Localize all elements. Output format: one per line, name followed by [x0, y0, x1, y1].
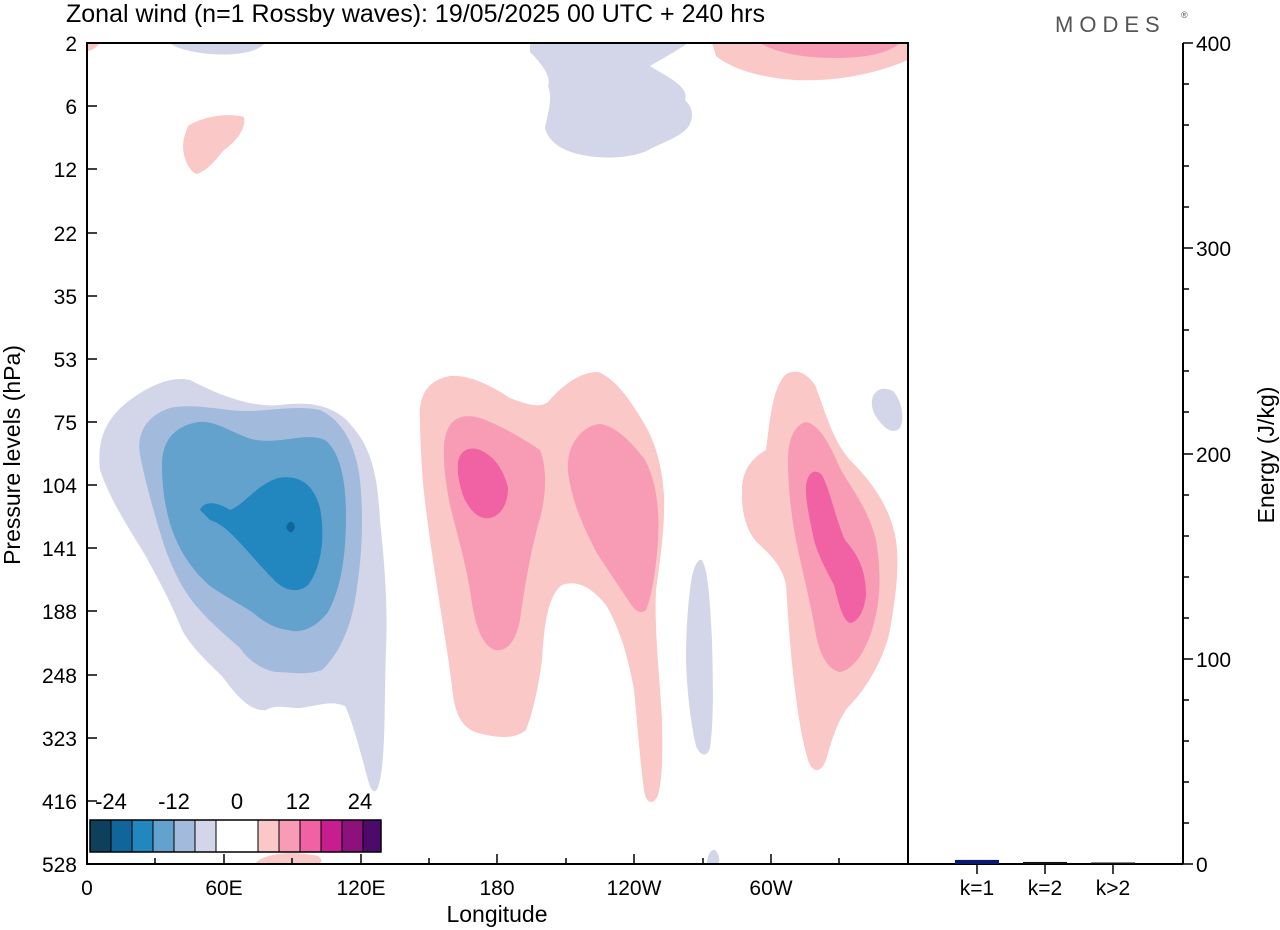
y-tick-label: 141	[42, 538, 77, 561]
energy-tick-label: 300	[1196, 238, 1231, 261]
energy-category-label: k=1	[960, 877, 994, 900]
contour-neg-small-bottom	[707, 849, 720, 864]
contour-plot: -24 -12 0 12 24 2 6 12 22 35 53 75	[0, 33, 909, 927]
y-tick-label: 528	[42, 854, 77, 877]
contour-fills	[87, 43, 908, 864]
x-axis: 0 60E 120E 180 120W 60W Longitude	[81, 854, 840, 927]
colorbar-swatch	[90, 820, 111, 852]
contour-pos-pacific-east-mid	[567, 424, 659, 612]
energy-tick-label: 0	[1196, 854, 1208, 877]
colorbar: -24 -12 0 12 24	[89, 789, 382, 853]
colorbar-swatch	[216, 820, 237, 852]
y-tick-label: 248	[42, 665, 77, 688]
colorbar-swatch	[237, 820, 258, 852]
contour-neg-small-right	[871, 388, 903, 431]
colorbar-frame	[89, 819, 382, 853]
colorbar-label: 24	[348, 789, 372, 814]
contour-pos-east-core	[805, 471, 866, 623]
y-tick-label: 6	[65, 96, 77, 119]
contour-neg-main-band4	[200, 477, 323, 591]
energy-panel: 400 300 200 100 0 Energy (J/kg) k=1 k=2 …	[908, 33, 1279, 900]
y-tick-label: 323	[42, 728, 77, 751]
x-tick-label: 60W	[749, 877, 792, 900]
y-tick-label: 35	[54, 286, 77, 309]
contour-pos-pacific-west-core	[457, 448, 508, 519]
y-tick-label: 75	[54, 412, 77, 435]
y-tick-label: 188	[42, 601, 77, 624]
contour-neg-main-core	[286, 521, 295, 533]
contour-pos-top-right-inner	[760, 43, 900, 58]
contour-neg-top-left	[170, 43, 265, 55]
colorbar-label: 0	[231, 789, 243, 814]
contour-pos-upper-left	[183, 115, 245, 174]
contour-neg-upper-mid	[530, 43, 693, 158]
y-axis: 2 6 12 22 35 53 75 104 141 188 248 323 4…	[0, 33, 97, 877]
x-tick-label: 180	[479, 877, 514, 900]
colorbar-swatch	[153, 820, 174, 852]
colorbar-swatch	[321, 820, 342, 852]
energy-category-label: k>2	[1096, 877, 1130, 900]
colorbar-label: -12	[158, 789, 190, 814]
energy-axis-ticks	[1183, 42, 1193, 865]
y-tick-label: 104	[42, 475, 77, 498]
colorbar-swatch	[363, 820, 381, 852]
energy-tick-label: 400	[1196, 33, 1231, 56]
y-tick-label: 2	[65, 33, 77, 56]
brand-registered-mark: ®	[1181, 10, 1188, 20]
y-axis-label: Pressure levels (hPa)	[0, 345, 25, 565]
colorbar-label: 12	[286, 789, 310, 814]
colorbar-swatch	[174, 820, 195, 852]
energy-axis-label: Energy (J/kg)	[1253, 387, 1279, 524]
colorbar-swatch	[342, 820, 363, 852]
contour-pos-top-corner	[87, 43, 100, 51]
x-tick-label: 120W	[607, 877, 662, 900]
colorbar-label: -24	[95, 789, 127, 814]
colorbar-dividers	[110, 820, 364, 852]
contour-neg-narrow	[686, 559, 713, 755]
brand-logo: MODES	[1055, 12, 1166, 37]
y-tick-label: 12	[54, 159, 77, 182]
colorbar-swatch	[300, 820, 321, 852]
y-tick-label: 416	[42, 791, 77, 814]
energy-bar	[1023, 861, 1067, 864]
colorbar-swatch	[111, 820, 132, 852]
y-tick-label: 53	[54, 349, 77, 372]
colorbar-swatch	[132, 820, 153, 852]
y-axis-ticks	[87, 42, 97, 802]
chart-title: Zonal wind (n=1 Rossby waves): 19/05/202…	[66, 0, 765, 28]
energy-bars	[955, 859, 1135, 864]
colorbar-swatch	[279, 820, 300, 852]
energy-tick-label: 200	[1196, 444, 1231, 467]
energy-category-label: k=2	[1028, 877, 1062, 900]
x-axis-ticks	[86, 854, 840, 864]
energy-tick-label: 100	[1196, 649, 1231, 672]
x-tick-label: 0	[81, 877, 93, 900]
colorbar-swatch	[195, 820, 216, 852]
y-tick-label: 22	[54, 223, 77, 246]
energy-bar	[1091, 862, 1135, 864]
colorbar-swatch	[258, 820, 279, 852]
x-tick-label: 120E	[336, 877, 385, 900]
energy-bar	[955, 859, 999, 864]
contour-pos-bottom-sliver	[255, 853, 322, 864]
x-tick-label: 60E	[205, 877, 242, 900]
x-axis-label: Longitude	[446, 901, 547, 927]
energy-x-ticks	[976, 864, 1114, 874]
